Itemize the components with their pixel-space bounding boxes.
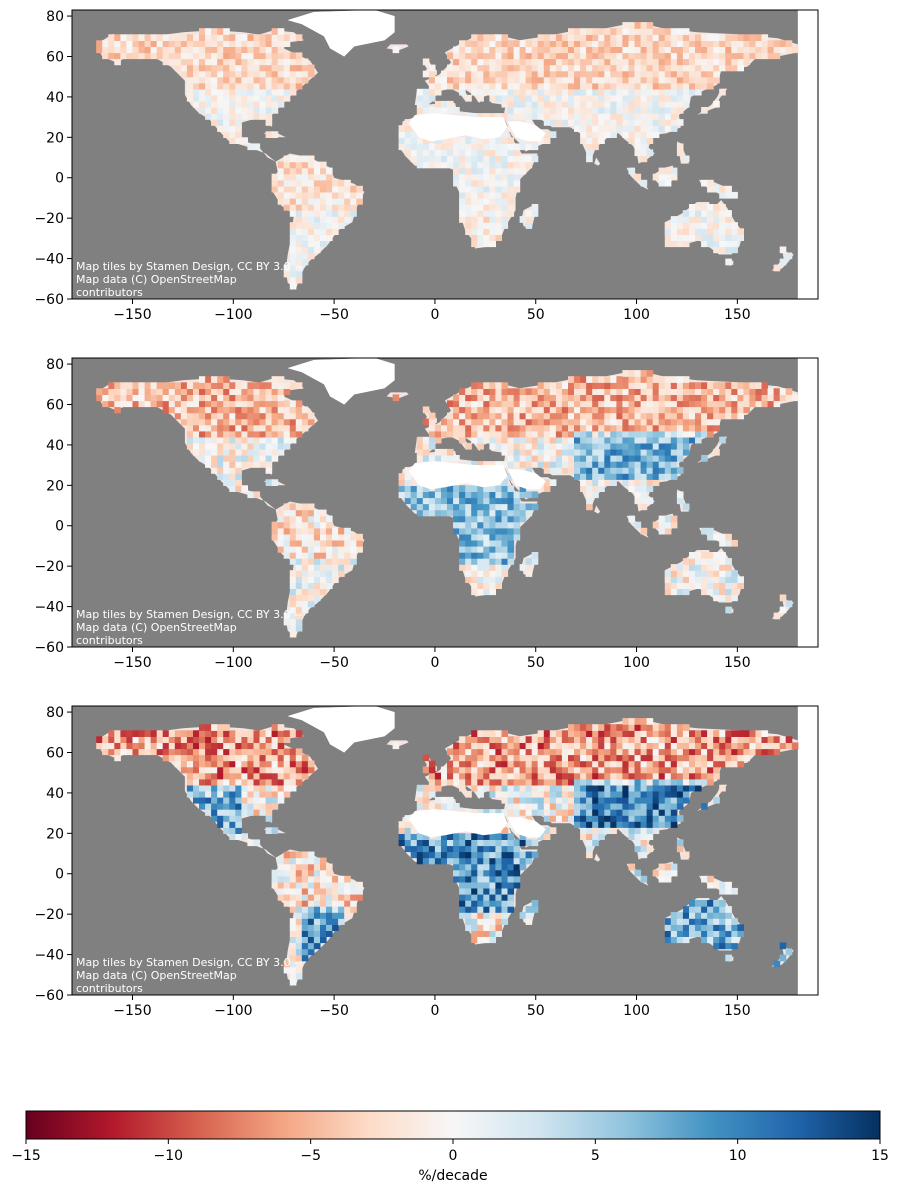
x-tick-label: 0: [430, 1003, 439, 1019]
trend-cells: [96, 718, 799, 986]
colorbar: −15 −10 −5 0 5 10 15 %/decade: [11, 1110, 889, 1184]
y-tick-label: 0: [55, 171, 64, 187]
land-sriLanka: [594, 853, 601, 862]
y-tick-label: −40: [34, 600, 64, 616]
x-axis: −150 −100 −50 0 50 100 150: [113, 647, 751, 671]
map-panel-3: −150 −100 −50 0 50 100 150 −60−40−20020406080 …: [34, 705, 819, 1019]
attribution-line-1: Map tiles by Stamen Design, CC BY 3.0 --: [76, 956, 302, 969]
x-tick-label: −100: [214, 307, 252, 323]
x-axis: −150 −100 −50 0 50 100 150: [113, 299, 751, 323]
attribution-line-1: Map tiles by Stamen Design, CC BY 3.0 --: [76, 608, 302, 621]
no-data-sahara: [408, 113, 508, 142]
x-tick-label: 150: [724, 307, 751, 323]
no-data-sahara: [408, 461, 508, 490]
x-tick-label: 0: [430, 655, 439, 671]
y-axis: −60 −40 −20 0 20 40 60 80: [34, 357, 72, 656]
colorbar-tick-label: 15: [871, 1148, 889, 1164]
land-sriLanka: [594, 157, 601, 166]
y-tick-label: 20: [46, 826, 64, 842]
y-tick-label: −60: [34, 640, 64, 656]
no-data-strip: [797, 706, 818, 995]
y-tick-label: −20: [34, 211, 64, 227]
colorbar-tick-label: 5: [591, 1148, 600, 1164]
no-data-sahara: [408, 809, 508, 838]
x-tick-label: −100: [214, 655, 252, 671]
x-tick-label: −100: [214, 1003, 252, 1019]
y-tick-label: −40: [34, 252, 64, 268]
no-data-greenland: [287, 10, 395, 57]
x-tick-label: −150: [113, 307, 151, 323]
x-tick-label: −150: [113, 1003, 151, 1019]
y-tick-label: 0: [55, 519, 64, 535]
attribution-line-3: contributors: [76, 982, 143, 995]
y-axis: −60 −40 −20 0 20 40 60 80: [34, 705, 72, 1004]
colorbar-tick-label: −10: [154, 1148, 184, 1164]
y-tick-label: 20: [46, 478, 64, 494]
axes-frame: [71, 357, 819, 648]
land-sriLanka: [594, 505, 601, 514]
map-panel-1: −150 −100 −50 0 50 100 150 −60−40−20020406080 …: [34, 9, 819, 323]
x-tick-label: −150: [113, 655, 151, 671]
y-axis: −60 −40 −20 0 20 40 60 80: [34, 9, 72, 308]
y-tick-label: 60: [46, 49, 64, 65]
y-tick-label: 40: [46, 786, 64, 802]
trend-cells: [96, 370, 799, 638]
no-data-greenland: [287, 706, 395, 753]
y-tick-label: −20: [34, 559, 64, 575]
x-tick-label: −50: [319, 1003, 349, 1019]
colorbar-gradient: [25, 1110, 881, 1140]
x-tick-label: 150: [724, 1003, 751, 1019]
x-tick-label: −50: [319, 655, 349, 671]
colorbar-tick-label: 0: [449, 1148, 458, 1164]
attribution-line-2: Map data (C) OpenStreetMap: [76, 273, 237, 286]
colorbar-tick-label: 10: [729, 1148, 747, 1164]
x-tick-label: 50: [527, 655, 545, 671]
y-tick-label: −60: [34, 988, 64, 1004]
no-data-greenland: [287, 358, 395, 405]
y-tick-label: 40: [46, 90, 64, 106]
map-plot-area: [72, 706, 818, 995]
attribution-line-2: Map data (C) OpenStreetMap: [76, 621, 237, 634]
attribution-line-3: contributors: [76, 634, 143, 647]
x-tick-label: 50: [527, 1003, 545, 1019]
map-panel-2: −150 −100 −50 0 50 100 150 −60−40−20020406080 …: [34, 357, 819, 671]
no-data-arabia: [507, 817, 546, 838]
no-data-arabia: [507, 121, 546, 142]
y-tick-label: 60: [46, 745, 64, 761]
attribution-line-3: contributors: [76, 286, 143, 299]
y-tick-label: 20: [46, 130, 64, 146]
no-data-strip: [797, 358, 818, 647]
axes-frame: [71, 705, 819, 996]
colorbar-ticks: −15 −10 −5 0 5 10 15: [11, 1139, 889, 1164]
y-tick-label: 60: [46, 397, 64, 413]
no-data-strip: [797, 10, 818, 299]
y-tick-label: 80: [46, 705, 64, 721]
x-tick-label: 0: [430, 307, 439, 323]
colorbar-label: %/decade: [418, 1168, 487, 1184]
no-data-arabia: [507, 469, 546, 490]
y-tick-label: 40: [46, 438, 64, 454]
x-tick-label: −50: [319, 307, 349, 323]
x-axis: −150 −100 −50 0 50 100 150: [113, 995, 751, 1019]
y-tick-label: 0: [55, 867, 64, 883]
x-tick-label: 50: [527, 307, 545, 323]
attribution-line-1: Map tiles by Stamen Design, CC BY 3.0 --: [76, 260, 302, 273]
x-tick-label: 100: [623, 1003, 650, 1019]
map-plot-area: [72, 10, 818, 299]
y-tick-label: −60: [34, 292, 64, 308]
y-tick-label: −20: [34, 907, 64, 923]
map-plot-area: [72, 358, 818, 647]
colorbar-tick-label: −5: [300, 1148, 321, 1164]
y-tick-label: 80: [46, 9, 64, 25]
x-tick-label: 150: [724, 655, 751, 671]
y-tick-label: −40: [34, 948, 64, 964]
colorbar-tick-label: −15: [11, 1148, 41, 1164]
trend-cells: [96, 22, 799, 290]
y-tick-label: 80: [46, 357, 64, 373]
axes-frame: [71, 9, 819, 300]
x-tick-label: 100: [623, 655, 650, 671]
x-tick-label: 100: [623, 307, 650, 323]
attribution-line-2: Map data (C) OpenStreetMap: [76, 969, 237, 982]
